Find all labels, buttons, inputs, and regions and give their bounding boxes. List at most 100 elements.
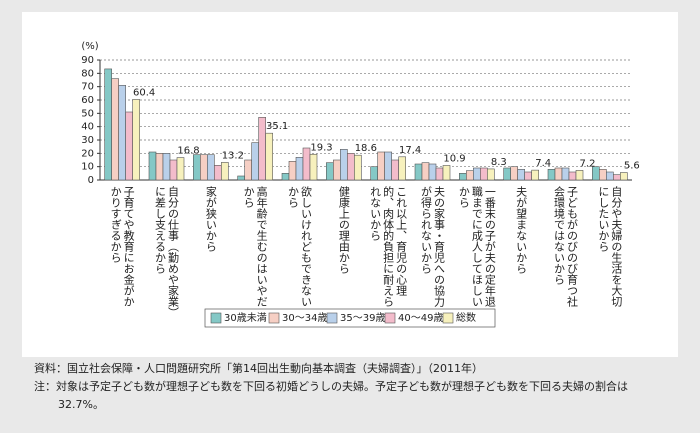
bar — [503, 167, 511, 181]
bar — [592, 166, 600, 181]
bar — [132, 99, 140, 181]
legend-swatch — [442, 312, 454, 324]
bar — [391, 159, 399, 181]
bar — [333, 159, 341, 181]
bar — [599, 169, 607, 181]
bar — [487, 168, 495, 181]
value-label: 7.4 — [535, 158, 551, 169]
bar — [237, 175, 245, 181]
value-label: 60.4 — [133, 87, 155, 98]
bar — [326, 162, 334, 181]
bar — [354, 154, 362, 181]
bar — [480, 167, 488, 181]
bar — [309, 153, 318, 181]
bar — [428, 163, 437, 181]
bar — [200, 154, 208, 181]
x-tick-label: 夫の家事・育児への協力が得られないから — [419, 186, 446, 307]
bar — [613, 174, 621, 181]
bar — [118, 85, 126, 181]
legend-label: 30歳未満 — [224, 312, 267, 324]
bar — [244, 159, 252, 181]
bar — [561, 167, 570, 181]
bar — [606, 171, 614, 181]
y-tick-label: 20 — [81, 148, 94, 159]
legend-swatch — [268, 312, 280, 324]
bar — [435, 167, 444, 181]
bar — [466, 170, 474, 181]
legend-swatch — [210, 312, 222, 324]
bar — [221, 162, 229, 181]
source: 資料：国立社会保障・人口問題研究所「第14回出生動向基本調査（夫婦調査）」（20… — [34, 362, 483, 375]
bar — [531, 169, 539, 181]
value-label: 13.2 — [222, 150, 244, 161]
value-label: 8.3 — [491, 157, 507, 168]
bar — [620, 172, 628, 181]
bar — [155, 153, 164, 181]
bar — [288, 161, 297, 181]
x-tick-label: 一番末の子が夫の定年退職までに成人してほしいから — [457, 186, 497, 307]
x-tick-label: 健康上の理由から — [337, 186, 351, 274]
bar — [384, 151, 392, 181]
legend-label: 30～34歳 — [282, 312, 327, 324]
bar — [125, 111, 133, 181]
bar — [162, 153, 171, 181]
bar — [370, 166, 378, 181]
value-label: 10.9 — [443, 153, 465, 164]
value-label: 35.1 — [266, 121, 288, 132]
bar — [207, 154, 215, 181]
value-label: 16.8 — [177, 146, 199, 157]
x-tick-label: 子どもがのびのび育つ社会環境ではないから — [552, 186, 579, 307]
bar — [281, 173, 290, 181]
bar — [104, 68, 112, 181]
legend-label: 40～49歳 — [398, 312, 443, 324]
bar — [265, 132, 273, 181]
bar — [459, 173, 467, 181]
y-tick-label: 80 — [81, 68, 94, 79]
x-tick-label: 子育てや教育にお金がかかりすぎるから — [109, 186, 136, 307]
legend-swatch — [326, 312, 338, 324]
bar — [547, 169, 556, 181]
bar — [111, 78, 119, 181]
bar — [510, 166, 518, 181]
bar — [517, 169, 525, 181]
bar — [568, 171, 577, 181]
legend-label: 総数 — [456, 311, 476, 324]
x-tick-label: 高年齢で生むのはいやだから — [242, 186, 269, 307]
value-label: 17.4 — [399, 145, 421, 156]
bar — [414, 163, 423, 181]
y-tick-label: 70 — [81, 82, 94, 93]
value-label: 19.3 — [310, 142, 332, 153]
y-tick-label: 40 — [81, 122, 94, 133]
bar — [251, 142, 259, 181]
bar — [169, 159, 178, 181]
value-label: 7.2 — [580, 158, 596, 169]
bar — [176, 157, 185, 181]
y-tick-label: 10 — [81, 162, 94, 173]
bar — [295, 157, 304, 181]
x-tick-label: これ以上、育児の心理的、肉体的負担に耐えられないから — [368, 186, 408, 307]
y-axis-label: (%) — [81, 41, 98, 52]
bar — [473, 167, 481, 181]
y-tick-label: 60 — [81, 95, 94, 106]
note: 注：対象は予定子ども数が理想子ども数を下回る初婚どうしの夫婦。予定子ども数が理想… — [34, 380, 628, 411]
x-tick-label: 自分や夫婦の生活を大切にしたいから — [596, 186, 623, 307]
x-tick-label: 夫が望まないから — [514, 186, 528, 274]
bar — [193, 154, 201, 181]
bar — [214, 165, 222, 181]
value-label: 5.6 — [624, 161, 640, 172]
bar — [442, 165, 451, 181]
x-tick-label: 家が狭いから — [204, 186, 218, 252]
y-tick-label: 30 — [81, 135, 94, 146]
bar — [554, 167, 563, 181]
panel — [22, 12, 678, 357]
y-tick-label: 90 — [81, 55, 94, 66]
bar — [575, 170, 584, 181]
bar — [340, 149, 348, 181]
y-tick-label: 50 — [81, 108, 94, 119]
bar — [347, 153, 355, 181]
bar — [148, 151, 157, 181]
bar — [302, 147, 311, 181]
bar — [377, 151, 385, 181]
